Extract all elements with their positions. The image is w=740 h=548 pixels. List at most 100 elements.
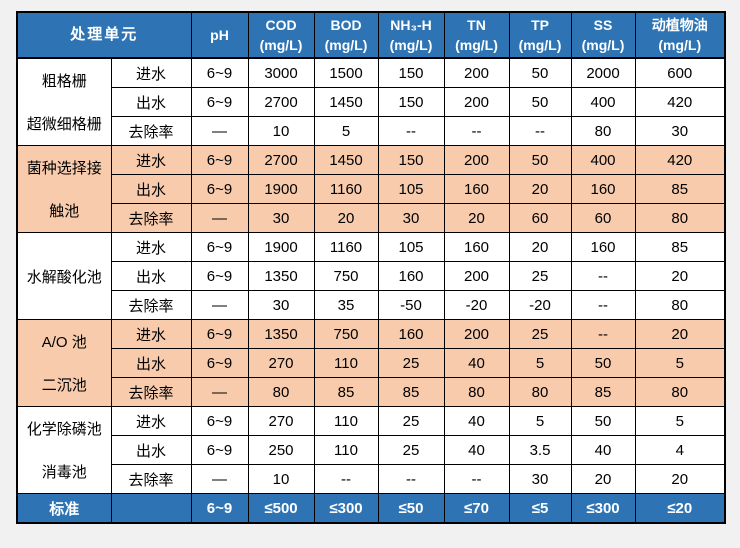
param-unit: (mg/L) (658, 37, 702, 53)
header-param-cell: COD (mg/L) (247, 11, 315, 59)
header-ph-cell: pH (190, 11, 249, 59)
value-cell: 85 (634, 232, 726, 262)
value-cell: 200 (443, 319, 510, 349)
unit-cell: 菌种选择接 触池 (16, 145, 112, 233)
value-cell: 150 (377, 145, 445, 175)
value-cell: 40 (443, 435, 510, 465)
unit-label: A/O 池 (41, 334, 87, 351)
value-cell: -20 (443, 290, 510, 320)
value-cell: 5 (634, 406, 726, 436)
value-cell: 20 (443, 203, 510, 233)
ph-cell: 6~9 (190, 348, 249, 378)
ph-cell: 6~9 (190, 87, 249, 117)
value-cell: 160 (377, 261, 445, 291)
value-cell: 40 (443, 406, 510, 436)
unit-label: 消毒池 (41, 464, 87, 481)
value-cell: 150 (377, 87, 445, 117)
value-cell: 85 (570, 377, 636, 407)
value-cell: 200 (443, 87, 510, 117)
unit-label: 菌种选择接 (26, 160, 102, 177)
value-cell: 80 (508, 377, 572, 407)
unit-label: 二沉池 (41, 377, 87, 394)
value-cell: 40 (570, 435, 636, 465)
table-row: 出水 6~9 250 110 25 40 3.5 40 4 (17, 435, 726, 465)
table-container: 处理单元 pH COD (mg/L) BOD (mg/L) NH₃-H (mg/L) TN (… (16, 11, 727, 524)
value-cell: -- (443, 464, 510, 494)
value-cell: 110 (313, 435, 379, 465)
table-row: 去除率 —10 5 -- -- -- 80 30 (17, 116, 726, 146)
param-name: BOD (330, 16, 362, 33)
unit-label: 粗格栅 (41, 73, 87, 90)
value-cell: 2700 (247, 145, 315, 175)
value-cell: 3.5 (508, 435, 572, 465)
unit-inner: 菌种选择接 触池 (18, 147, 110, 232)
value-cell: 1350 (247, 261, 315, 291)
standard-value-cell: ≤20 (634, 493, 726, 524)
value-cell: 750 (313, 261, 379, 291)
standard-ph-cell: 6~9 (190, 493, 249, 524)
value-cell: 50 (570, 406, 636, 436)
ph-cell: — (190, 290, 249, 320)
row-type-cell: 去除率 (110, 116, 192, 146)
value-cell: 20 (634, 319, 726, 349)
row-type-cell: 出水 (110, 261, 192, 291)
value-cell: 160 (443, 174, 510, 204)
ph-cell: 6~9 (190, 57, 249, 88)
standard-value-cell: ≤300 (313, 493, 379, 524)
unit-cell: 粗格栅 超微细格栅 (16, 57, 112, 146)
value-cell: 1900 (247, 232, 315, 262)
value-cell: 30 (634, 116, 726, 146)
value-cell: 5 (508, 406, 572, 436)
value-cell: 85 (377, 377, 445, 407)
value-cell: 2000 (570, 57, 636, 88)
value-cell: 420 (634, 145, 726, 175)
value-cell: 60 (570, 203, 636, 233)
header-param-cell: TN (mg/L) (443, 11, 510, 59)
row-type-cell: 出水 (110, 348, 192, 378)
value-cell: 200 (443, 261, 510, 291)
row-type-cell: 进水 (110, 145, 192, 175)
value-cell: 50 (508, 145, 572, 175)
header-row: 处理单元 pH COD (mg/L) BOD (mg/L) NH₃-H (mg/L) TN (… (16, 11, 726, 59)
row-type-cell: 出水 (110, 174, 192, 204)
value-cell: 25 (377, 406, 445, 436)
header-param-cell: TP (mg/L) (508, 11, 572, 59)
value-cell: 250 (247, 435, 315, 465)
ph-cell: — (190, 377, 249, 407)
value-cell: 2700 (247, 87, 315, 117)
value-cell: 1900 (247, 174, 315, 204)
value-cell: 25 (377, 435, 445, 465)
value-cell: 400 (570, 87, 636, 117)
value-cell: 1350 (247, 319, 315, 349)
value-cell: 80 (247, 377, 315, 407)
unit-inner: 粗格栅 超微细格栅 (18, 59, 110, 145)
value-cell: 270 (247, 406, 315, 436)
table-row: 化学除磷池 消毒池 进水 6~9 270 110 25 40 5 50 5 (16, 406, 726, 494)
header-unit-cell: 处理单元 (16, 11, 192, 59)
value-cell: 80 (634, 290, 726, 320)
row-type-cell: 去除率 (110, 377, 192, 407)
value-cell: 30 (247, 203, 315, 233)
value-cell: -- (570, 319, 636, 349)
value-cell: -- (313, 464, 379, 494)
value-cell: 1500 (313, 57, 379, 88)
value-cell: 160 (570, 174, 636, 204)
table-row: 粗格栅 超微细格栅 进水 6~9 3000 1500 150 200 50 2000 600 (16, 57, 726, 146)
value-cell: 20 (508, 232, 572, 262)
value-cell: 110 (313, 406, 379, 436)
value-cell: 20 (634, 464, 726, 494)
ph-cell: 6~9 (190, 261, 249, 291)
param-name: TP (531, 16, 549, 33)
unit-cell: 化学除磷池 消毒池 (16, 406, 112, 494)
value-cell: 20 (634, 261, 726, 291)
param-unit: (mg/L) (259, 37, 303, 53)
value-cell: -50 (377, 290, 445, 320)
row-type-cell: 出水 (110, 87, 192, 117)
value-cell: 10 (247, 116, 315, 146)
value-cell: 160 (570, 232, 636, 262)
value-cell: -- (570, 261, 636, 291)
param-name: SS (593, 16, 613, 33)
value-cell: 1450 (313, 145, 379, 175)
value-cell: 1160 (313, 232, 379, 262)
